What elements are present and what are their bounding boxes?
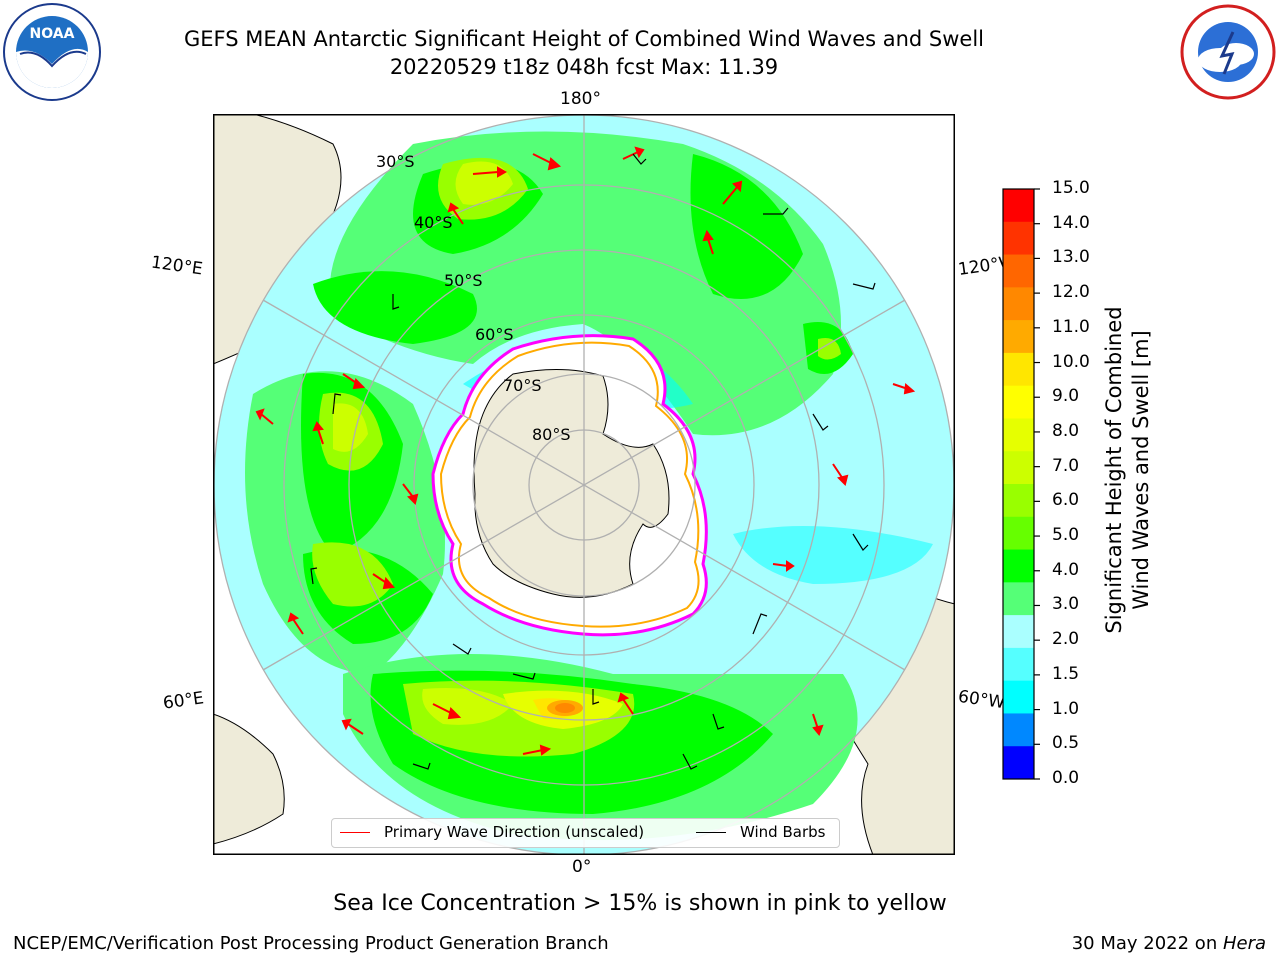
lat-label-40s: 40°S [414, 213, 453, 232]
footer-date: 30 May 2022 on Hera [1072, 933, 1266, 954]
colorbar-tick-label: 14.0 [1052, 212, 1090, 233]
svg-text:NOAA: NOAA [30, 26, 75, 42]
colorbar-tick-label: 11.0 [1052, 316, 1090, 337]
wave-direction-arrows [255, 146, 916, 756]
noaa-logo: NOAA [2, 2, 102, 102]
colorbar-tick-label: 6.0 [1052, 490, 1080, 511]
legend-wind-label: Wind Barbs [740, 823, 826, 841]
colorbar-tick-label: 1.5 [1052, 663, 1080, 684]
colorbar-band [1003, 713, 1034, 747]
colorbar-tick-label: 7.0 [1052, 455, 1080, 476]
wave-height-field [245, 131, 933, 841]
colorbar [1002, 188, 1040, 780]
colorbar-tick-label: 3.0 [1052, 594, 1080, 615]
colorbar-band [1003, 484, 1034, 518]
colorbar-band [1003, 549, 1034, 583]
colorbar-band [1003, 254, 1034, 288]
lon-label-60e: 60°E [161, 688, 206, 714]
colorbar-band [1003, 647, 1034, 682]
colorbar-band [1003, 680, 1034, 714]
colorbar-band [1003, 352, 1034, 387]
colorbar-band [1003, 221, 1034, 256]
colorbar-tick-label: 10.0 [1052, 351, 1090, 372]
colorbar-band [1003, 189, 1034, 223]
colorbar-band [1003, 451, 1034, 485]
map-subtitle: 20220529 t18z 048h fcst Max: 11.39 [389, 55, 779, 79]
nws-logo [1178, 2, 1278, 102]
polar-map [213, 114, 955, 855]
legend-red-line [340, 831, 370, 833]
colorbar-band [1003, 746, 1034, 780]
lon-label-0: 0° [572, 857, 592, 877]
colorbar-tick-label: 2.0 [1052, 629, 1080, 650]
lat-label-70s: 70°S [503, 376, 542, 395]
colorbar-tick-label: 0.5 [1052, 733, 1080, 754]
colorbar-band [1003, 582, 1034, 616]
wind-barbs [310, 153, 876, 770]
colorbar-tick-label: 1.0 [1052, 698, 1080, 719]
lat-label-50s: 50°S [444, 271, 483, 290]
colorbar-label-line1: Significant Height of Combined [1102, 306, 1126, 634]
colorbar-tick-label: 12.0 [1052, 282, 1090, 303]
colorbar-band [1003, 287, 1034, 321]
map-frame [213, 114, 955, 855]
footer-host: Hera [1222, 933, 1266, 954]
map-title: GEFS MEAN Antarctic Significant Height o… [183, 27, 985, 51]
colorbar-tick-label: 9.0 [1052, 386, 1080, 407]
colorbar-band [1003, 615, 1034, 649]
colorbar-tick-label: 13.0 [1052, 247, 1090, 268]
colorbar-label: Significant Height of Combined Wind Wave… [1101, 260, 1155, 680]
colorbar-label-line2: Wind Waves and Swell [m] [1129, 330, 1153, 610]
colorbar-tick-label: 0.0 [1052, 768, 1080, 788]
footer-branch: NCEP/EMC/Verification Post Processing Pr… [13, 933, 609, 954]
antarctic-land [473, 369, 670, 598]
colorbar-band [1003, 385, 1034, 419]
lon-label-180: 180° [560, 89, 601, 109]
sea-ice-note: Sea Ice Concentration > 15% is shown in … [333, 891, 947, 916]
colorbar-band [1003, 418, 1034, 452]
colorbar-tick-label: 15.0 [1052, 178, 1090, 198]
colorbar-tick-label: 4.0 [1052, 559, 1080, 580]
colorbar-band [1003, 516, 1034, 551]
lon-label-60w: 60°W [956, 686, 1007, 714]
colorbar-band [1003, 320, 1034, 354]
lat-label-30s: 30°S [376, 152, 415, 171]
legend-wind-barbs: Wind Barbs [696, 823, 825, 841]
colorbar-tick-label: 8.0 [1052, 420, 1080, 441]
lon-label-120e: 120°E [149, 252, 204, 280]
lat-label-60s: 60°S [475, 325, 514, 344]
footer-date-text: 30 May 2022 on [1071, 933, 1223, 954]
colorbar-tick-label: 5.0 [1052, 525, 1080, 546]
legend-wave-label: Primary Wave Direction (unscaled) [384, 823, 645, 841]
lat-label-80s: 80°S [532, 425, 571, 444]
sea-ice-edge [439, 341, 700, 628]
legend-wave-direction: Primary Wave Direction (unscaled) [340, 823, 644, 841]
map-legend: Primary Wave Direction (unscaled) Wind B… [331, 818, 840, 848]
legend-black-line [696, 831, 726, 833]
